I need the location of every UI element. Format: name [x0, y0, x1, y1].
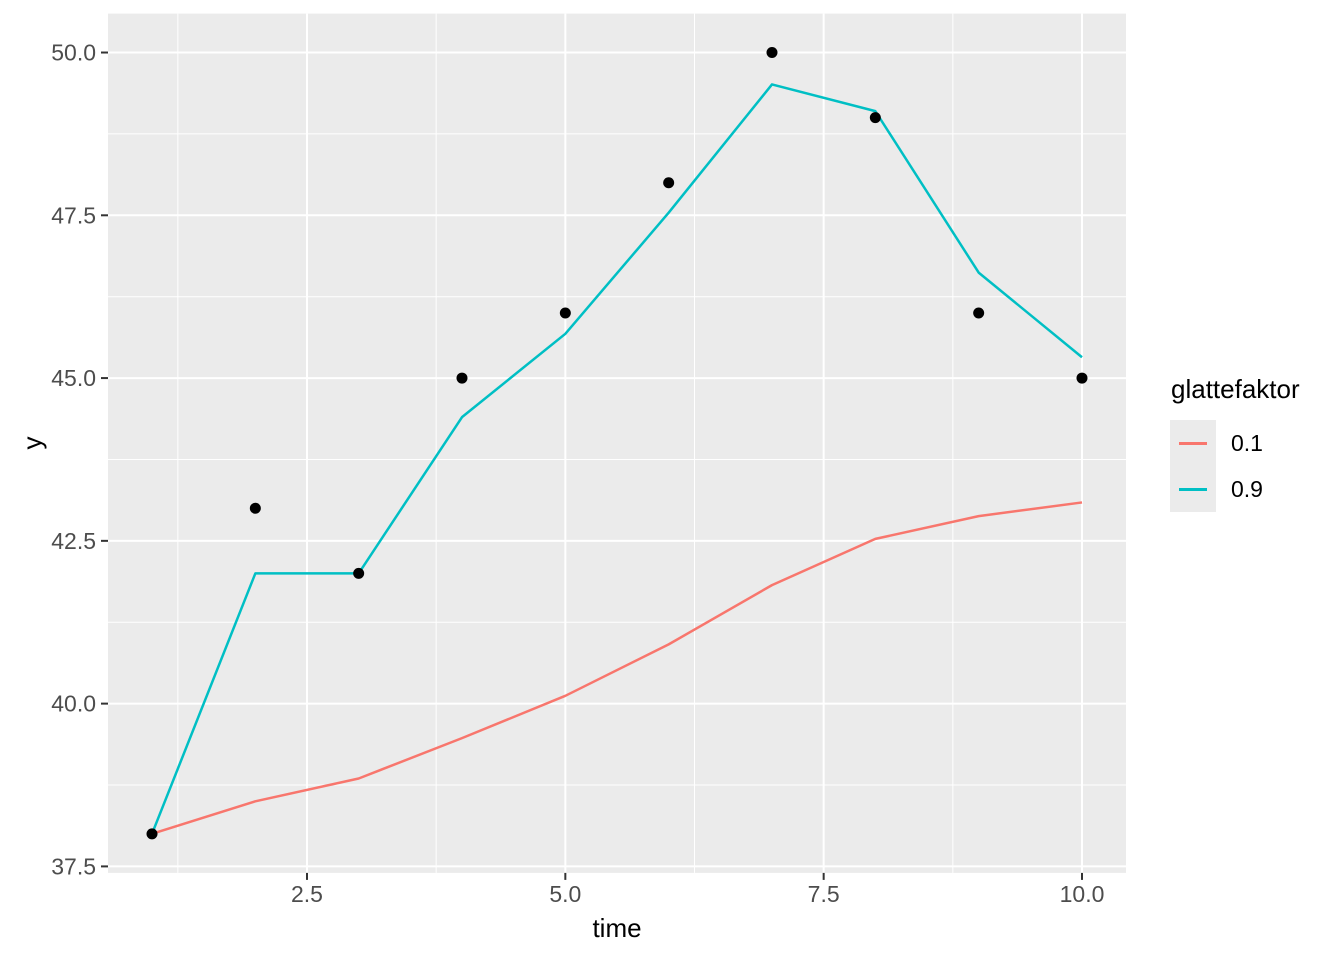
legend-key-box: [1170, 466, 1216, 513]
data-point: [766, 47, 778, 59]
x-tick-label: 5.0: [549, 881, 581, 907]
legend: glattefaktor 0.1 0.9: [1170, 374, 1344, 513]
legend-line-swatch-0.9: [1179, 487, 1207, 491]
y-axis-title: y: [17, 436, 47, 450]
x-tick-label: 2.5: [291, 881, 323, 907]
y-tick-label: 45.0: [51, 365, 96, 391]
data-point: [353, 567, 365, 579]
legend-key-box: [1170, 420, 1216, 467]
series-line-0.1: [151, 501, 1083, 836]
x-tick-label: 7.5: [808, 881, 840, 907]
data-point: [869, 112, 881, 124]
data-point: [973, 307, 985, 319]
data-point: [249, 502, 261, 514]
x-axis-title: time: [592, 913, 642, 943]
legend-entry: 0.1: [1170, 420, 1344, 467]
plot-panel: [108, 13, 1126, 873]
data-point: [663, 177, 675, 189]
y-tick-label: 37.5: [51, 853, 96, 879]
data-point: [146, 828, 158, 840]
legend-entry: 0.9: [1170, 466, 1344, 513]
legend-line-swatch-0.1: [1179, 441, 1207, 445]
legend-title: glattefaktor: [1171, 374, 1300, 404]
legend-label: 0.9: [1231, 475, 1263, 502]
series-line-0.9: [150, 83, 1083, 835]
data-point: [559, 307, 571, 319]
y-tick-label: 40.0: [51, 691, 96, 717]
y-tick-label: 47.5: [51, 202, 96, 228]
y-tick-label: 50.0: [51, 40, 96, 66]
y-tick-label: 42.5: [51, 528, 96, 554]
legend-label: 0.1: [1231, 429, 1263, 456]
data-point: [1076, 372, 1088, 384]
data-point: [456, 372, 468, 384]
x-tick-label: 10.0: [1060, 881, 1105, 907]
